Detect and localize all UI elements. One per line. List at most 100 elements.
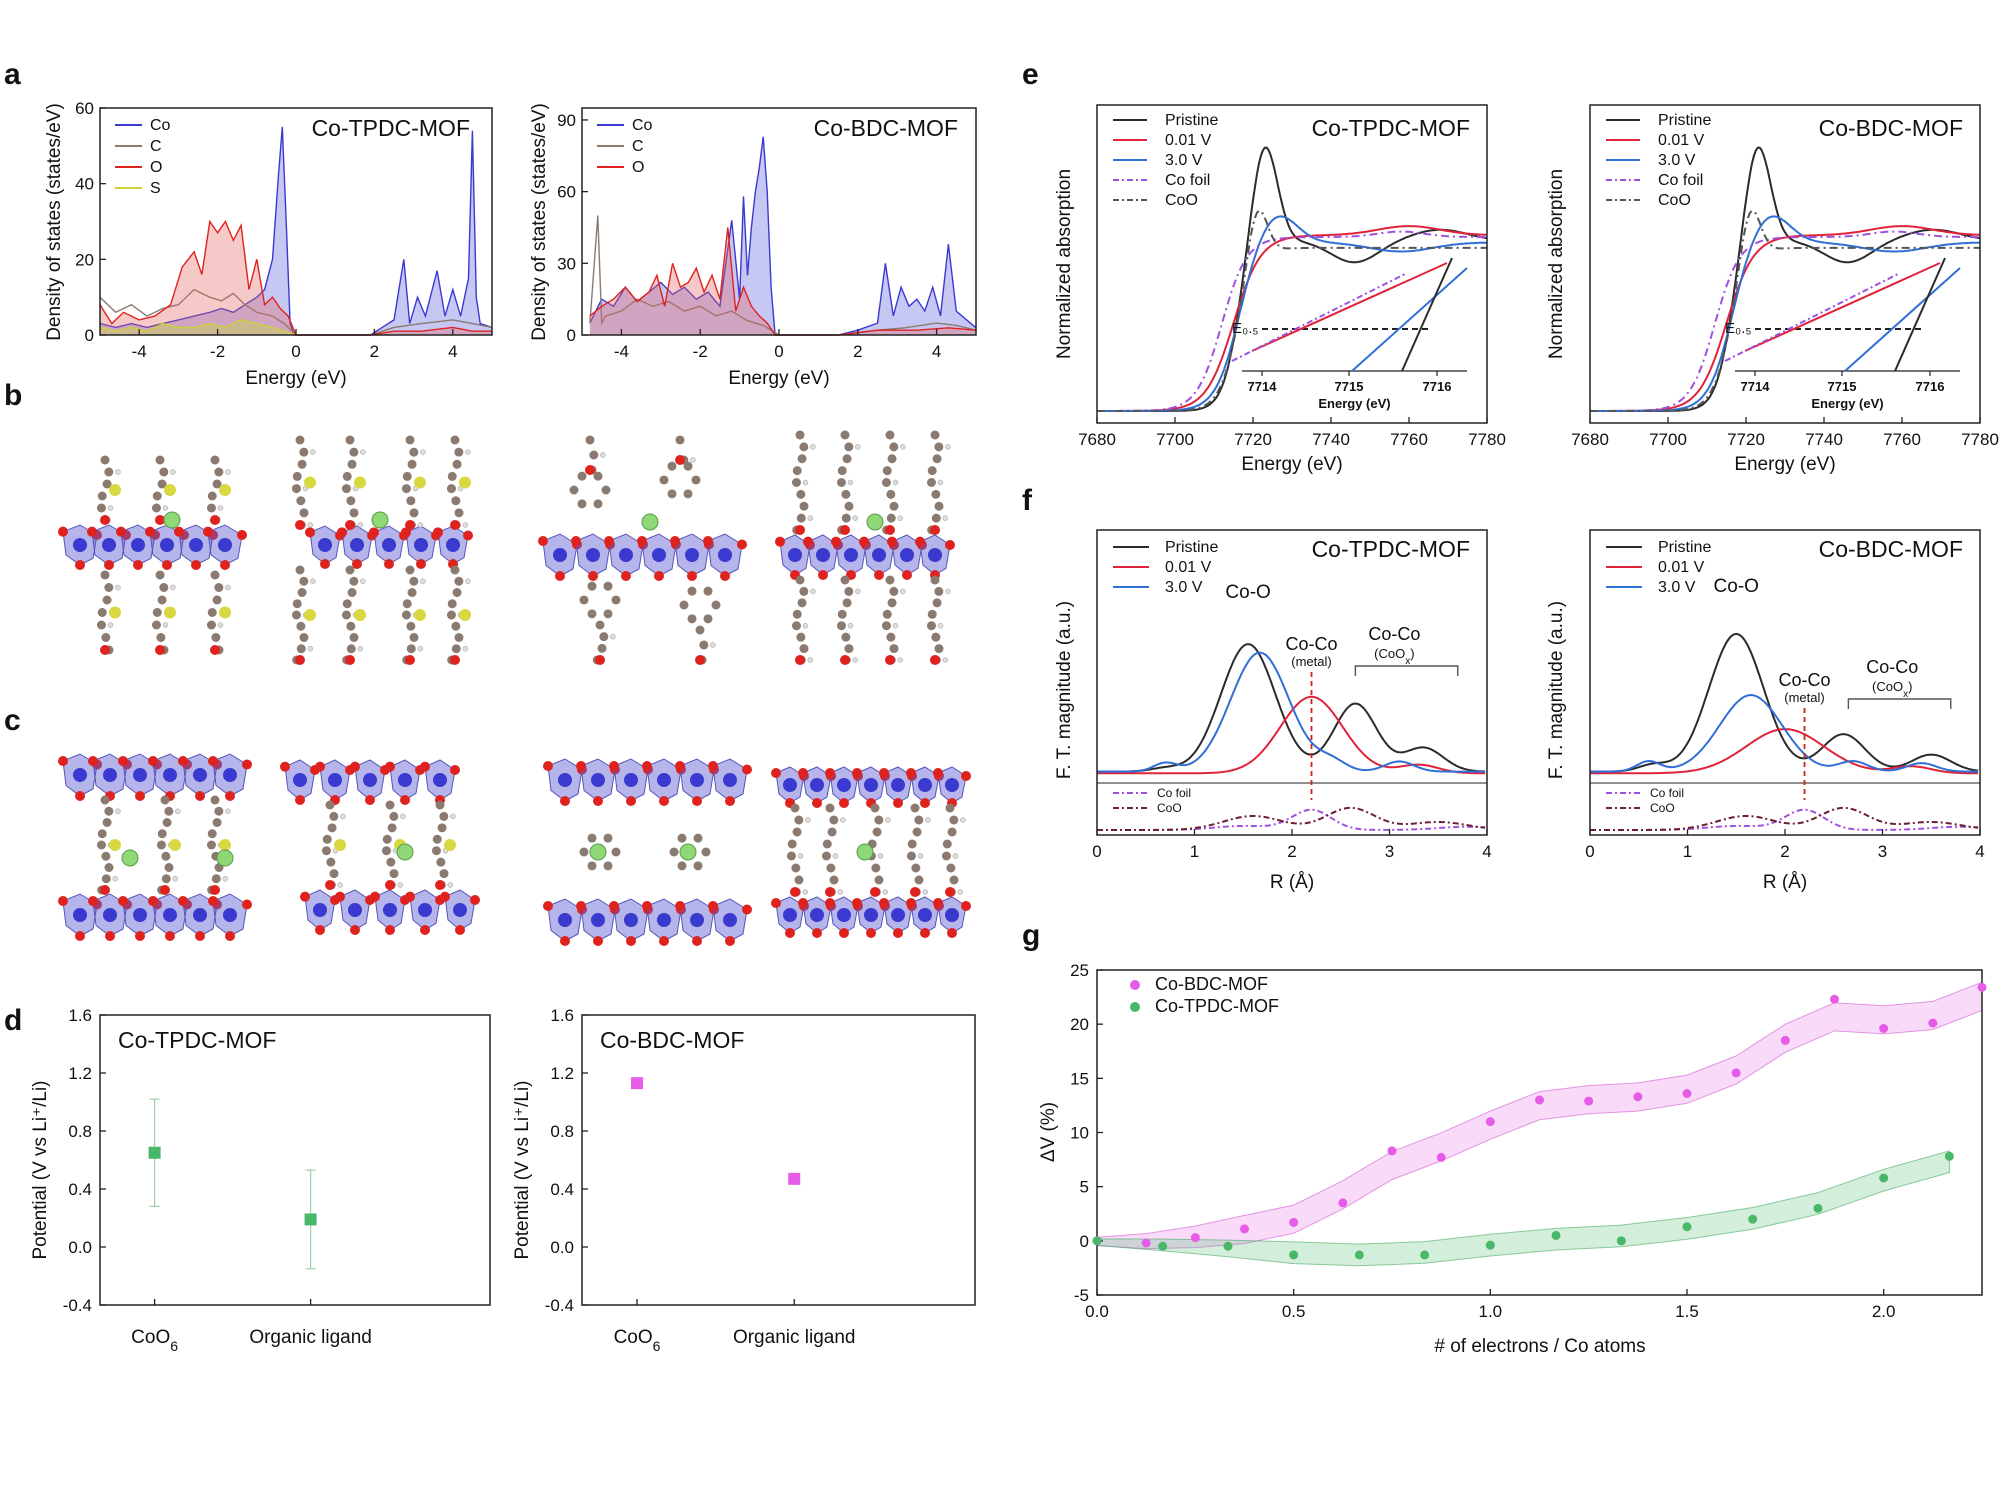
b4-h-atom [897, 515, 904, 521]
c1-co-atom [103, 768, 117, 782]
b4-c-atom [930, 575, 940, 585]
b3-c-atom [587, 581, 597, 591]
exafs-bdc-30v-curve [1590, 694, 1979, 773]
c1-li-atom [121, 849, 139, 867]
c4b-co-atom [918, 908, 932, 922]
b3-c-atom [611, 595, 621, 605]
c2b-co-atom [453, 903, 467, 917]
b4-o-atom [885, 525, 895, 535]
c4-c-atom [911, 863, 921, 873]
b1-co-atom [73, 538, 87, 552]
c1-s-atom [109, 839, 121, 851]
b2-li-atom [371, 511, 389, 529]
exafs-bdc-coo-curve [1590, 806, 1979, 831]
c2b-o-atom [315, 925, 325, 935]
b4-h-atom [900, 444, 906, 450]
b3-o-atom [637, 536, 647, 546]
b4-c-atom [841, 489, 851, 499]
c4-h-atom [922, 889, 929, 895]
c2-o-atom [350, 761, 360, 772]
b1-h-atom [162, 622, 169, 628]
c4b-o-atom [852, 898, 862, 908]
b4-c-atom [885, 430, 895, 440]
c1-c-atom [161, 851, 171, 861]
dos-tpdc-xtick-label: -2 [210, 342, 225, 361]
c4-c-atom [906, 851, 916, 861]
c1-h-atom [175, 808, 181, 814]
dos-bdc-co-fill [589, 136, 976, 335]
b4-co-atom [816, 548, 830, 562]
c4-o-atom [798, 768, 808, 778]
c1b-o-atom [135, 931, 145, 941]
b4-c-atom [799, 442, 809, 452]
b4-c-atom [844, 586, 854, 596]
c2-c-atom [432, 834, 442, 844]
exafs-bdc-xtick-label: 1 [1683, 842, 1692, 861]
c3b-o-atom [692, 936, 702, 946]
b2-s-atom [354, 476, 366, 489]
volume-xtick-label: 0.0 [1085, 1302, 1109, 1321]
b4-c-atom [841, 632, 851, 642]
c4-c-atom [942, 839, 952, 849]
c1b-o-atom [242, 899, 252, 910]
pot-tpdc-ytick-label: 1.2 [68, 1064, 92, 1083]
b1-h-atom [162, 505, 169, 511]
dos-tpdc-ytick-label: 20 [75, 250, 94, 269]
c1b-o-atom [58, 896, 68, 906]
c4-c-atom [870, 803, 880, 813]
b1-s-atom [109, 484, 121, 496]
b3-c-atom [695, 625, 705, 635]
xanes-bdc-coo-curve [1590, 209, 1980, 412]
b2-h-atom [465, 578, 471, 584]
volume-bdc-point [1977, 982, 1987, 992]
c4-co-atom [810, 778, 824, 792]
b3-h-atom [600, 452, 606, 458]
xanes-bdc-title: Co-BDC-MOF [1819, 115, 1963, 141]
exafs-tpdc-ylabel: F. T. magnitude (a.u.) [1054, 601, 1075, 779]
xanes-bdc-30v-curve [1590, 215, 1981, 412]
dos-tpdc-ytick-label: 40 [75, 175, 94, 194]
c1-s-atom [169, 839, 181, 851]
c4-c-atom [794, 815, 804, 825]
xanes-tpdc-inset-xtick-label: 7714 [1248, 379, 1278, 394]
c3b-o-atom [742, 904, 752, 915]
exafs-bdc-legend2-label: Co foil [1650, 786, 1684, 800]
c1-co-atom [73, 768, 87, 782]
b2-h-atom [417, 522, 424, 528]
b4-c-atom [889, 442, 899, 452]
b4-c-atom [934, 442, 944, 452]
exafs-tpdc-coox-bracket [1354, 665, 1459, 676]
b2-c-atom [296, 644, 306, 654]
volume-xtick-label: 0.5 [1282, 1302, 1306, 1321]
exafs-tpdc-xlabel: R (Å) [1270, 872, 1314, 893]
b3-c-atom [703, 586, 713, 596]
b1-c-atom [100, 570, 110, 580]
dos-tpdc-o-line [99, 219, 492, 336]
pot-tpdc-frame [99, 1014, 491, 1306]
exafs-bdc-annot-metal: (metal) [1784, 690, 1824, 705]
b2-c-atom [447, 471, 457, 481]
b1-h-atom [115, 584, 121, 591]
exafs-tpdc-annot-coco-metal: Co-Co [1285, 634, 1337, 654]
dos-tpdc-ytick-label: 0 [85, 326, 94, 345]
volume-ytick-label: 10 [1070, 1124, 1089, 1143]
b1-c-atom [157, 479, 167, 489]
potential-bdc-chart: -0.4 0.0 0.4 0.8 1.2 1.6 CoO6 Organic ligand Co… [512, 1006, 976, 1354]
b2-c-atom [299, 576, 309, 586]
volume-tpdc-point [1289, 1250, 1299, 1260]
c2b-co-atom [418, 903, 432, 917]
exafs-bdc-chart: 0 1 2 3 4 Co-BDC-MOF R (Å) F. T. magnitude (… [1546, 529, 1985, 893]
xanes-tpdc-legend-label: CoO [1165, 192, 1198, 209]
xanes-tpdc-inset-line [1351, 267, 1468, 372]
b3-co-atom [586, 548, 600, 562]
b1-o-atom [191, 560, 201, 570]
b3-c-atom [687, 586, 697, 596]
c3-c-atom [587, 861, 597, 871]
c2-c-atom [329, 811, 339, 821]
b4-c-atom [840, 575, 850, 585]
b2-c-atom [295, 565, 305, 575]
pot-bdc-point [788, 1172, 801, 1185]
b3-c-atom [587, 609, 597, 619]
xanes-bdc-inset-xtick-label: 7714 [1741, 379, 1771, 394]
dos-tpdc-legend-label: O [150, 159, 162, 176]
